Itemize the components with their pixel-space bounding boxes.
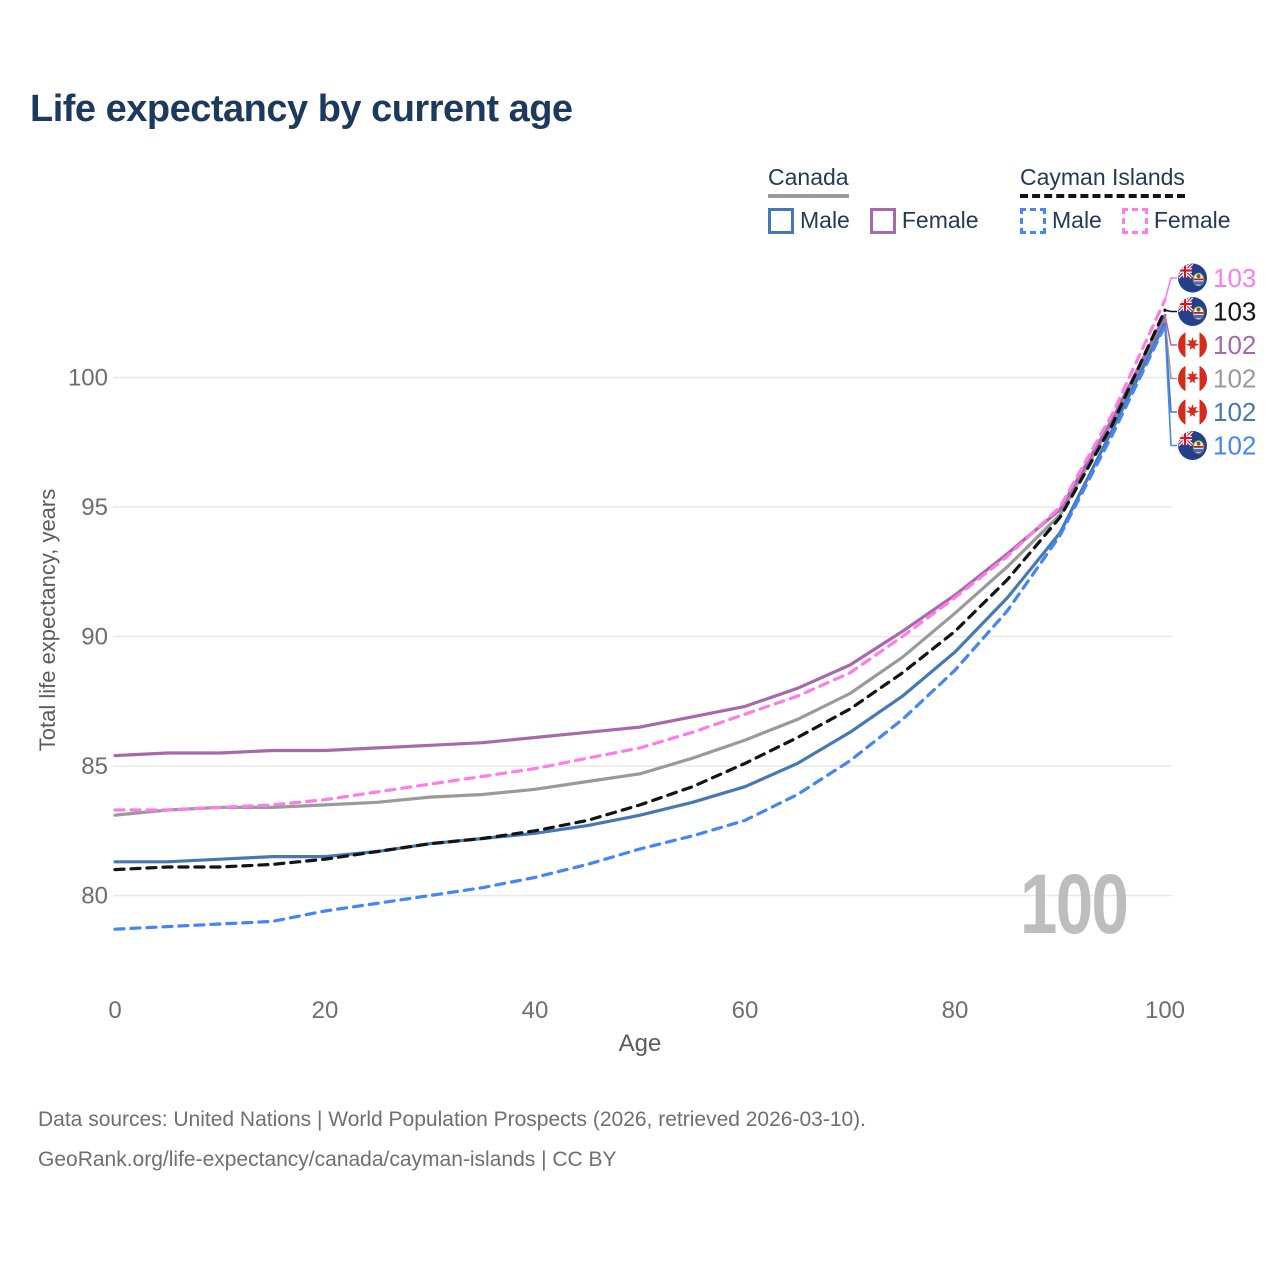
end-value-label: 103 [1213, 263, 1256, 293]
cayman-female-swatch-icon [1121, 207, 1148, 234]
end-label-connector [1164, 325, 1177, 447]
canada-flag-icon [1178, 331, 1207, 360]
legend-country-cayman-islands[interactable]: Cayman Islands [1020, 164, 1185, 198]
y-tick-label: 90 [81, 624, 108, 651]
canada-female-swatch-icon [869, 207, 896, 234]
end-label-connector [1164, 315, 1177, 346]
end-value-label: 103 [1213, 297, 1256, 327]
end-value-label: 102 [1213, 364, 1256, 394]
series-line-canada-male[interactable] [113, 321, 1167, 864]
x-tick-label: 60 [732, 997, 759, 1024]
x-tick-label: 80 [942, 997, 969, 1024]
legend-item-canada-male[interactable]: Male [768, 207, 850, 234]
y-tick-label: 100 [68, 365, 108, 392]
y-tick-label: 85 [81, 753, 108, 780]
x-tick-label: 40 [522, 997, 549, 1024]
legend-label-canada-female: Female [901, 207, 979, 233]
series-line-cayman-islands-female[interactable] [113, 298, 1167, 812]
legend-item-cayman-male[interactable]: Male [1020, 207, 1102, 234]
end-label-connector [1164, 320, 1177, 380]
end-value-label: 102 [1213, 397, 1256, 427]
end-label-connector [1164, 309, 1177, 313]
canada-male-swatch-icon [768, 207, 794, 234]
y-tick-label: 80 [81, 883, 108, 910]
data-sources-text: Data sources: United Nations | World Pop… [38, 1108, 867, 1131]
current-age-watermark: 100 [1020, 857, 1129, 951]
end-label-connector [1164, 277, 1177, 301]
legend-label-cayman-female: Female [1153, 207, 1231, 233]
end-value-label: 102 [1213, 330, 1256, 360]
x-tick-label: 0 [108, 997, 121, 1024]
legend-item-canada-female[interactable]: Female [869, 207, 979, 234]
cayman-islands-flag-icon [1178, 431, 1207, 460]
legend-label-canada-male: Male [800, 207, 850, 233]
x-axis-title: Age [618, 1030, 662, 1057]
series-line-cayman-islands-male[interactable] [113, 324, 1167, 931]
x-tick-label: 100 [1145, 997, 1185, 1024]
attribution-text: GeoRank.org/life-expectancy/canada/cayma… [38, 1148, 617, 1171]
cayman-male-swatch-icon [1020, 207, 1046, 234]
canada-flag-icon [1178, 398, 1207, 427]
y-axis-title: Total life expectancy, years [35, 488, 60, 752]
cayman-islands-flag-icon [1178, 264, 1207, 293]
legend-group-cayman-islands: Cayman Islands Male Female [1020, 164, 1231, 234]
series-line-canada-female[interactable] [113, 313, 1167, 758]
canada-flag-icon [1178, 364, 1207, 393]
series-line-cayman-islands-both-sexes-[interactable] [113, 308, 1167, 872]
y-tick-label: 95 [81, 494, 108, 521]
legend-label-cayman-male: Male [1052, 207, 1102, 233]
legend-item-cayman-female[interactable]: Female [1121, 207, 1231, 234]
cayman-islands-flag-icon [1178, 297, 1207, 326]
legend-country-canada[interactable]: Canada [768, 164, 849, 198]
x-tick-label: 20 [312, 997, 339, 1024]
legend-group-canada: Canada Male Female [768, 164, 979, 234]
page-title: Life expectancy by current age [30, 88, 573, 130]
series-line-canada-both-sexes-[interactable] [113, 318, 1167, 817]
end-value-label: 102 [1213, 431, 1256, 461]
